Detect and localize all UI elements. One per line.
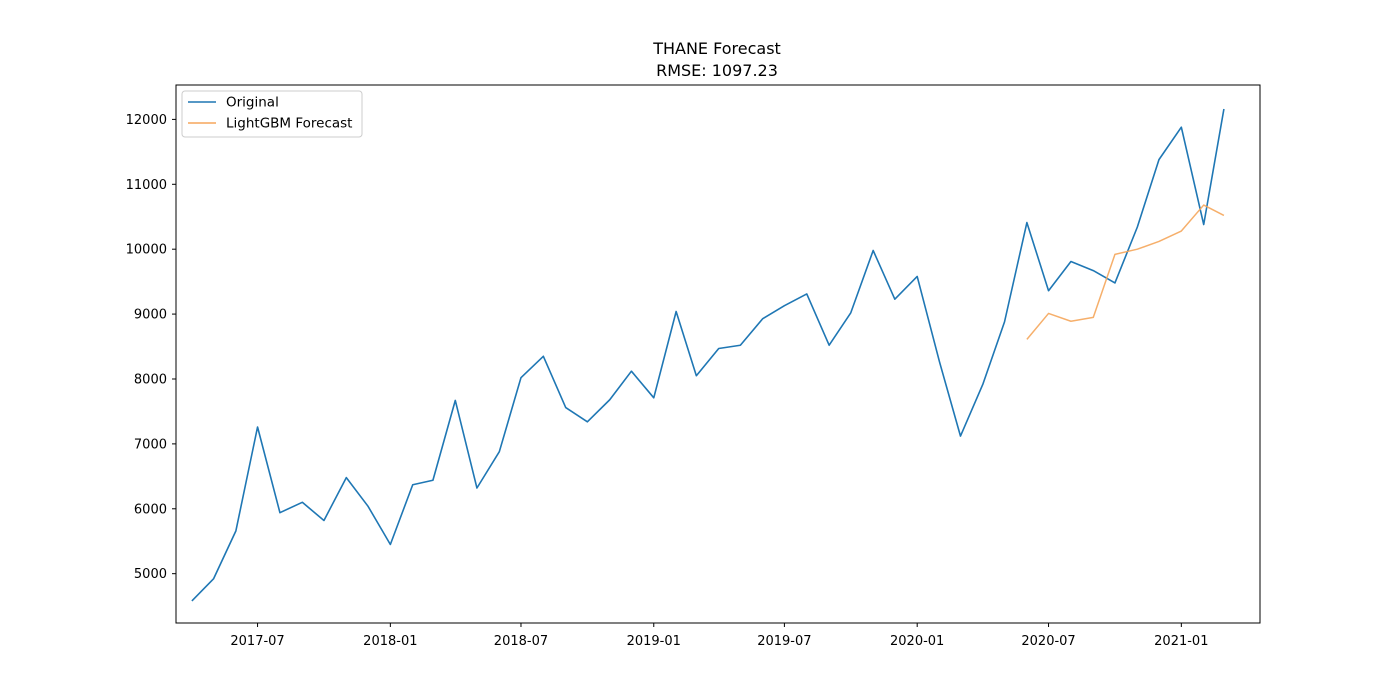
x-tick-label: 2018-07 bbox=[494, 634, 548, 649]
x-tick-label: 2020-01 bbox=[890, 634, 944, 649]
x-tick-label: 2020-07 bbox=[1021, 634, 1075, 649]
y-tick-label: 11000 bbox=[126, 178, 167, 193]
y-tick-label: 5000 bbox=[134, 567, 167, 582]
y-tick-label: 6000 bbox=[134, 502, 167, 517]
x-tick-label: 2019-07 bbox=[757, 634, 811, 649]
series-line-lightgbm-forecast bbox=[1026, 204, 1225, 340]
y-tick-label: 12000 bbox=[126, 113, 167, 128]
chart-subtitle: RMSE: 1097.23 bbox=[656, 61, 778, 80]
y-tick-label: 8000 bbox=[134, 372, 167, 387]
legend-label: LightGBM Forecast bbox=[226, 116, 352, 132]
legend: Original LightGBM Forecast bbox=[181, 90, 363, 138]
plot-area: 2017-07 2018-01 2018-07 2019-01 2019-07 2020-… bbox=[126, 108, 1225, 649]
series-line-original bbox=[191, 108, 1225, 602]
x-tick-label: 2017-07 bbox=[230, 634, 284, 649]
x-tick-label: 2019-01 bbox=[627, 634, 681, 649]
x-tick-label: 2018-01 bbox=[363, 634, 417, 649]
y-tick-label: 7000 bbox=[134, 437, 167, 452]
chart-title: THANE Forecast bbox=[652, 39, 781, 58]
plot-frame bbox=[175, 84, 1261, 624]
y-tick-label: 9000 bbox=[134, 308, 167, 323]
y-tick-label: 10000 bbox=[126, 243, 167, 258]
legend-box bbox=[181, 90, 363, 138]
x-tick-label: 2021-01 bbox=[1154, 634, 1208, 649]
legend-label: Original bbox=[226, 95, 279, 111]
